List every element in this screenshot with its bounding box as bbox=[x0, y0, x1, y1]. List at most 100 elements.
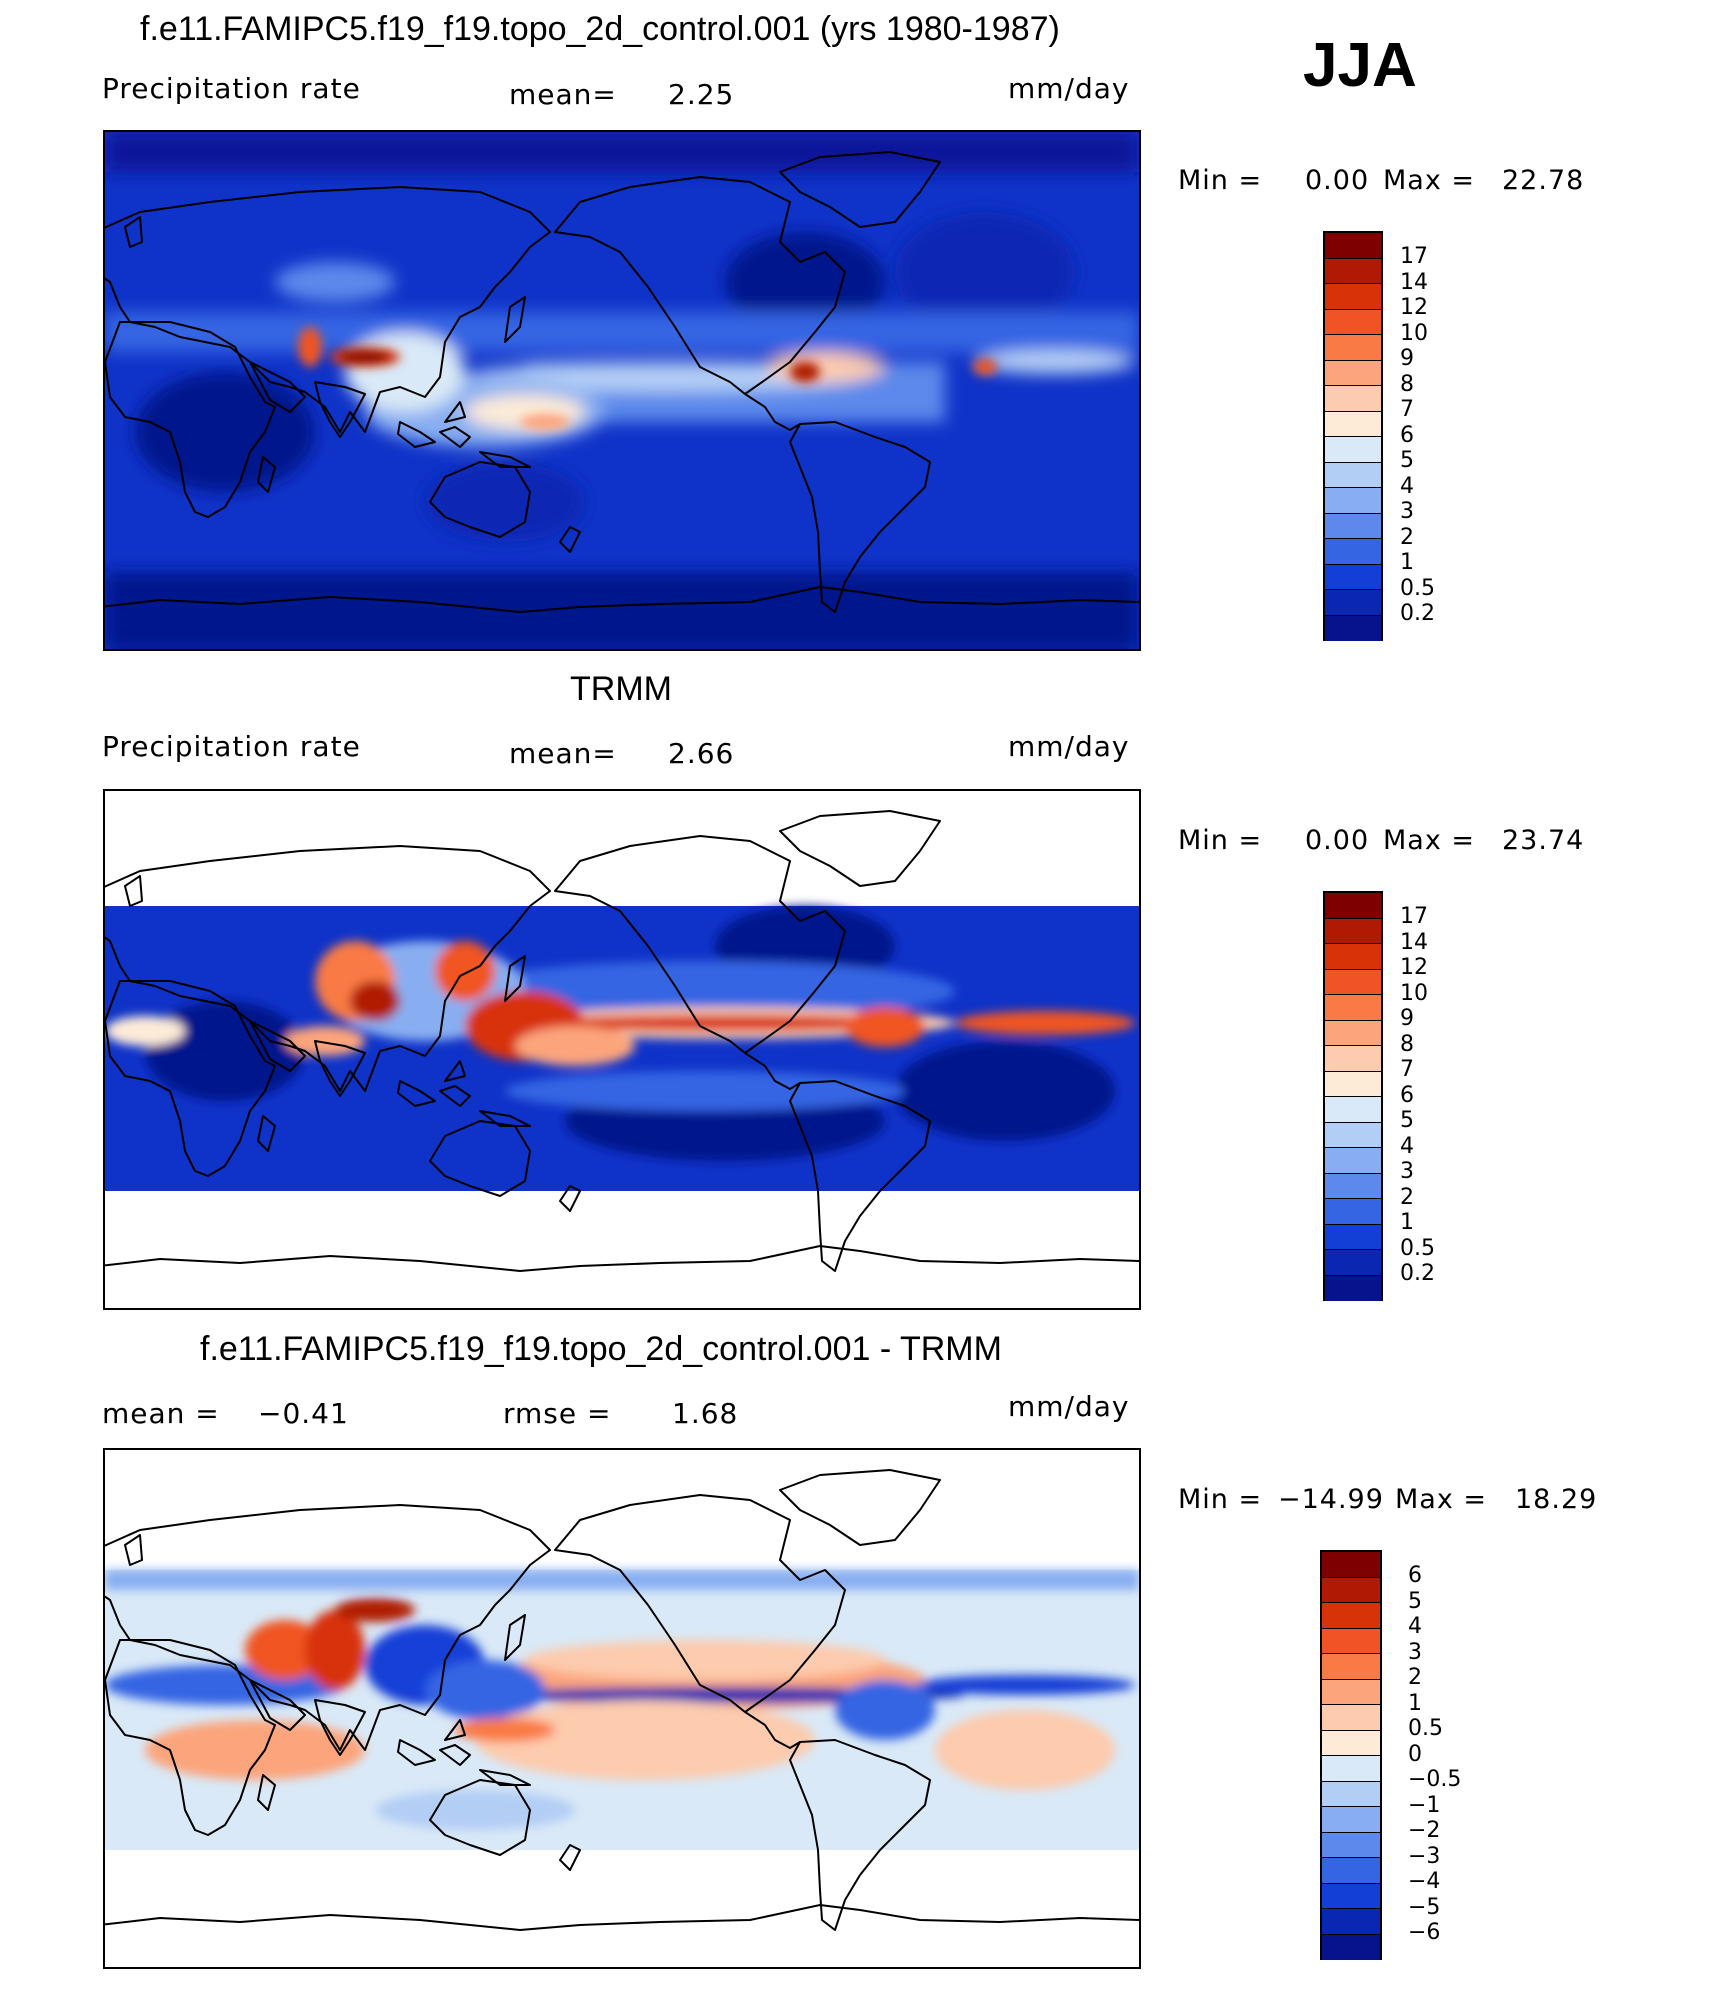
colorbar-swatch bbox=[1325, 1275, 1381, 1301]
colorbar-swatch bbox=[1325, 1250, 1381, 1276]
colorbar-tick-label: 6 bbox=[1400, 1082, 1414, 1108]
colorbar-swatch bbox=[1325, 360, 1381, 386]
colorbar-tick-label: 1 bbox=[1408, 1690, 1422, 1716]
panel2-mean-label: mean= bbox=[509, 737, 617, 770]
colorbar-tick-label: 0.2 bbox=[1400, 1261, 1435, 1286]
colorbar-swatch bbox=[1325, 1148, 1381, 1174]
colorbar-swatch bbox=[1325, 437, 1381, 463]
panel2-variable-label: Precipitation rate bbox=[102, 730, 361, 763]
colorbar-swatch bbox=[1322, 1705, 1380, 1731]
colorbar-tick-label: 6 bbox=[1408, 1563, 1422, 1588]
panel3-units: mm/day bbox=[1008, 1390, 1130, 1423]
panel2-min-label: Min = bbox=[1178, 825, 1263, 856]
panel3-title: f.e11.FAMIPC5.f19_f19.topo_2d_control.00… bbox=[200, 1330, 1002, 1368]
colorbar-swatch bbox=[1325, 1199, 1381, 1225]
colorbar-tick-label: −6 bbox=[1408, 1920, 1441, 1945]
colorbar-swatch bbox=[1325, 411, 1381, 437]
colorbar-swatch bbox=[1325, 462, 1381, 488]
panel1-map bbox=[103, 130, 1141, 651]
panel3-rmse-label: rmse = bbox=[503, 1397, 612, 1430]
colorbar-tick-label: 12 bbox=[1400, 295, 1428, 320]
colorbar-swatch bbox=[1325, 284, 1381, 310]
colorbar-tick-label: 8 bbox=[1400, 1031, 1414, 1057]
colorbar-swatch bbox=[1322, 1552, 1380, 1578]
colorbar-swatch bbox=[1322, 1756, 1380, 1782]
colorbar-swatch bbox=[1325, 513, 1381, 539]
colorbar-swatch bbox=[1325, 258, 1381, 284]
colorbar-swatch bbox=[1325, 995, 1381, 1021]
colorbar-swatch bbox=[1325, 335, 1381, 361]
panel1-min-value: 0.00 bbox=[1305, 165, 1370, 196]
colorbar-swatch bbox=[1322, 1781, 1380, 1807]
colorbar-swatch bbox=[1322, 1577, 1380, 1603]
colorbar-tick-label: 0.2 bbox=[1400, 601, 1435, 626]
colorbar-swatch bbox=[1322, 1909, 1380, 1935]
panel2-min-value: 0.00 bbox=[1305, 825, 1370, 856]
panel3-min-value: −14.99 bbox=[1278, 1484, 1384, 1515]
colorbar-tick-label: 4 bbox=[1408, 1614, 1422, 1639]
panel2-max-value: 23.74 bbox=[1502, 825, 1585, 856]
colorbar-swatch bbox=[1325, 969, 1381, 995]
panel3-colorbar bbox=[1320, 1550, 1382, 1960]
colorbar-swatch bbox=[1325, 918, 1381, 944]
colorbar-swatch bbox=[1325, 1046, 1381, 1072]
colorbar-swatch bbox=[1325, 615, 1381, 641]
panel1-max-value: 22.78 bbox=[1502, 165, 1585, 196]
panel3-rmse-value: 1.68 bbox=[672, 1397, 739, 1430]
panel3-mean-value: −0.41 bbox=[258, 1397, 349, 1430]
colorbar-tick-label: 12 bbox=[1400, 955, 1428, 980]
panel2-title: TRMM bbox=[570, 670, 672, 708]
colorbar-swatch bbox=[1325, 488, 1381, 514]
colorbar-swatch bbox=[1325, 564, 1381, 590]
season-label: JJA bbox=[1303, 31, 1417, 100]
colorbar-swatch bbox=[1325, 1224, 1381, 1250]
colorbar-tick-label: 6 bbox=[1400, 422, 1414, 448]
panel3-mean-label: mean = bbox=[102, 1397, 220, 1430]
colorbar-swatch bbox=[1325, 539, 1381, 565]
colorbar-swatch bbox=[1322, 1934, 1380, 1960]
colorbar-swatch bbox=[1322, 1807, 1380, 1833]
panel1-mean-label: mean= bbox=[509, 78, 617, 111]
colorbar-tick-label: 2 bbox=[1400, 524, 1414, 550]
panel1-min-label: Min = bbox=[1178, 165, 1263, 196]
panel2-units: mm/day bbox=[1008, 730, 1130, 763]
colorbar-tick-label: 10 bbox=[1400, 980, 1428, 1006]
colorbar-swatch bbox=[1322, 1654, 1380, 1680]
colorbar-swatch bbox=[1322, 1858, 1380, 1884]
colorbar-tick-label: 0.5 bbox=[1400, 1235, 1435, 1261]
colorbar-tick-label: 7 bbox=[1400, 1057, 1414, 1082]
panel2-map bbox=[103, 789, 1141, 1310]
colorbar-tick-label: 9 bbox=[1400, 1006, 1414, 1031]
colorbar-swatch bbox=[1325, 309, 1381, 335]
colorbar-tick-label: −2 bbox=[1408, 1818, 1441, 1843]
panel1-variable-label: Precipitation rate bbox=[102, 72, 361, 105]
colorbar-tick-label: 1 bbox=[1400, 1210, 1414, 1235]
colorbar-tick-label: 17 bbox=[1400, 904, 1428, 929]
colorbar-swatch bbox=[1325, 1020, 1381, 1046]
colorbar-swatch bbox=[1325, 386, 1381, 412]
colorbar-tick-label: 8 bbox=[1400, 371, 1414, 397]
colorbar-tick-label: 2 bbox=[1408, 1665, 1422, 1690]
colorbar-swatch bbox=[1322, 1883, 1380, 1909]
colorbar-swatch bbox=[1325, 1097, 1381, 1123]
colorbar-swatch bbox=[1325, 944, 1381, 970]
panel3-max-value: 18.29 bbox=[1515, 1484, 1598, 1515]
panel1-mean-value: 2.25 bbox=[668, 78, 735, 111]
panel2-mean-value: 2.66 bbox=[668, 737, 735, 770]
colorbar-tick-label: 5 bbox=[1408, 1588, 1422, 1614]
colorbar-swatch bbox=[1325, 233, 1381, 259]
panel1-title: f.e11.FAMIPC5.f19_f19.topo_2d_control.00… bbox=[140, 10, 1060, 48]
colorbar-swatch bbox=[1322, 1679, 1380, 1705]
colorbar-swatch bbox=[1325, 1122, 1381, 1148]
colorbar-tick-label: 3 bbox=[1400, 1159, 1414, 1184]
panel1-colorbar bbox=[1323, 231, 1383, 641]
colorbar-tick-label: 2 bbox=[1400, 1184, 1414, 1210]
colorbar-tick-label: 3 bbox=[1408, 1639, 1422, 1665]
colorbar-tick-label: −4 bbox=[1408, 1869, 1441, 1894]
colorbar-tick-label: −3 bbox=[1408, 1843, 1441, 1869]
colorbar-tick-label: 4 bbox=[1400, 473, 1414, 499]
colorbar-swatch bbox=[1322, 1628, 1380, 1654]
panel3-map bbox=[103, 1448, 1141, 1969]
colorbar-tick-label: −5 bbox=[1408, 1894, 1441, 1920]
colorbar-tick-label: 17 bbox=[1400, 244, 1428, 269]
